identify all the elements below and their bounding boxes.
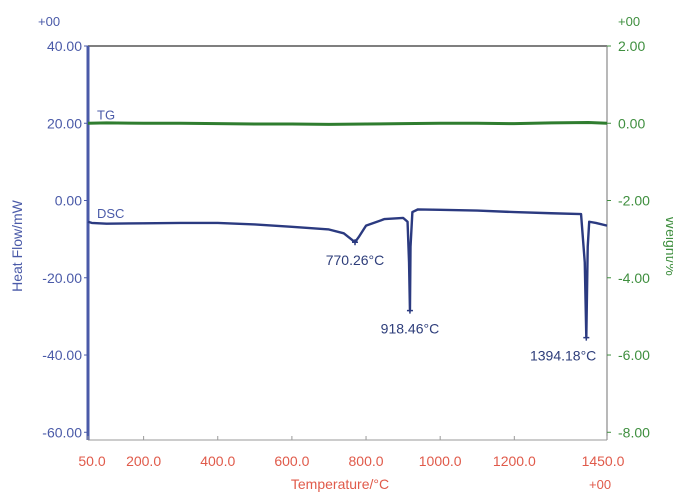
series-line-tg — [87, 120, 608, 126]
y-right-tick-label: -8.00 — [618, 424, 650, 440]
annotation-group: 770.26°C 918.46°C 1394.18°C — [326, 239, 596, 364]
series-label-tg: TG — [97, 107, 115, 122]
peak-annotation: 770.26°C — [326, 252, 385, 268]
y-left-tick-label: 40.00 — [47, 38, 82, 54]
y-left-tick-label: 0.00 — [55, 193, 82, 209]
left-exponent-label: +00 — [38, 14, 60, 29]
bottom-exponent-label: +00 — [589, 477, 611, 492]
right-axis: 2.00 0.00 -2.00 -4.00 -6.00 -8.00 — [606, 38, 650, 440]
y-right-tick-label: -6.00 — [618, 347, 650, 363]
series-group: TG DSC — [87, 107, 608, 339]
y-right-tick-label: -2.00 — [618, 193, 650, 209]
left-axis: 40.00 20.00 0.00 -20.00 -40.00 -60.00 — [42, 38, 90, 440]
y-right-axis-title: Weight/% — [663, 216, 673, 276]
y-left-tick-label: -20.00 — [42, 270, 82, 286]
y-right-tick-label: 0.00 — [618, 115, 645, 131]
x-tick-label: 1200.0 — [493, 453, 536, 469]
y-right-tick-label: -4.00 — [618, 270, 650, 286]
x-axis-title: Temperature/°C — [291, 476, 389, 492]
x-tick-label: 1450.0 — [582, 453, 625, 469]
y-left-tick-label: -60.00 — [42, 424, 82, 440]
x-tick-label: 600.0 — [274, 453, 309, 469]
axis-labels-group: +00 +00 +00 Temperature/°C Heat Flow/mW … — [9, 14, 673, 492]
peak-annotation: 918.46°C — [381, 321, 440, 337]
right-exponent-label: +00 — [618, 14, 640, 29]
x-tick-label: 1000.0 — [419, 453, 462, 469]
x-tick-label: 400.0 — [200, 453, 235, 469]
y-left-axis-title: Heat Flow/mW — [9, 199, 25, 292]
series-label-dsc: DSC — [97, 206, 124, 221]
x-tick-label: 200.0 — [126, 453, 161, 469]
y-left-tick-label: 20.00 — [47, 115, 82, 131]
y-left-tick-label: -40.00 — [42, 347, 82, 363]
x-tick-label: 50.0 — [78, 453, 105, 469]
x-tick-label: 800.0 — [349, 453, 384, 469]
bottom-axis: 50.0 200.0 400.0 600.0 800.0 1000.0 1200.0 1450… — [78, 436, 625, 469]
y-right-tick-label: 2.00 — [618, 38, 645, 54]
peak-annotation: 1394.18°C — [530, 348, 596, 364]
series-line-dsc — [87, 208, 608, 339]
plot-frame — [88, 45, 607, 441]
